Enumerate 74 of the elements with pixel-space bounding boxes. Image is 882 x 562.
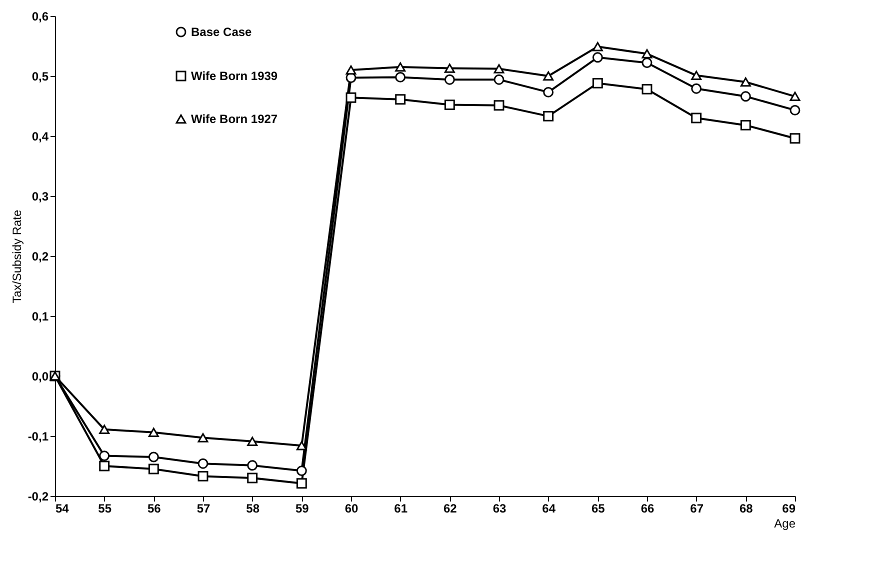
x-tick-label: 59: [295, 502, 310, 516]
y-tick-label: 0,2: [32, 250, 49, 264]
point: [395, 94, 406, 105]
y-tick-label: 0,4: [32, 130, 49, 144]
point: [444, 74, 455, 85]
point: [395, 72, 406, 82]
point: [790, 92, 800, 102]
legend-label: Wife Born 1927: [191, 112, 278, 126]
point: [444, 64, 455, 73]
point: [642, 49, 652, 58]
point: [198, 433, 208, 442]
point: [494, 100, 504, 111]
x-tick-label: 64: [542, 502, 556, 516]
x-tick-label: 66: [640, 502, 654, 516]
point: [148, 452, 159, 462]
point: [740, 120, 751, 130]
point: [543, 86, 554, 98]
y-tick-label: 0,5: [32, 70, 49, 84]
x-axis-title: Age: [774, 516, 796, 530]
x-tick-label: 58: [246, 502, 260, 516]
legend-label: Wife Born 1939: [191, 69, 278, 83]
point: [99, 460, 110, 472]
y-tick-label: -0,2: [28, 490, 49, 504]
point: [99, 424, 110, 434]
point: [543, 71, 554, 81]
point: [790, 104, 800, 116]
x-tick-label: 63: [492, 502, 506, 516]
x-tick-label: 67: [690, 502, 704, 516]
point: [296, 478, 307, 489]
x-tick-label: 65: [591, 502, 606, 516]
point: [543, 110, 554, 122]
point: [346, 65, 356, 75]
point: [444, 100, 455, 110]
x-tick-label: 57: [196, 502, 210, 516]
point: [395, 62, 406, 72]
point: [247, 472, 258, 484]
point: [790, 133, 800, 144]
point: [592, 52, 603, 63]
point: [642, 84, 652, 94]
point: [99, 450, 110, 462]
point: [198, 458, 208, 469]
x-tick-label: 61: [394, 502, 408, 516]
y-tick-label: 0,3: [32, 190, 49, 204]
point: [346, 92, 356, 103]
point: [740, 91, 751, 102]
point: [247, 436, 258, 446]
legend-label: Base Case: [191, 25, 252, 39]
point: [691, 112, 702, 124]
point: [642, 58, 652, 68]
y-axis-title: Tax/Subsidy Rate: [10, 209, 24, 304]
point: [740, 77, 751, 87]
x-tick-label: 68: [739, 502, 754, 516]
point: [494, 74, 504, 85]
x-tick-label: 60: [344, 502, 358, 516]
point: [198, 470, 208, 482]
point: [691, 70, 702, 80]
y-tick-label: 0,6: [32, 10, 49, 24]
point: [247, 460, 258, 471]
y-tick-label: -0,1: [28, 430, 49, 444]
x-tick-label: 56: [147, 502, 162, 516]
point: [148, 428, 159, 438]
point: [296, 440, 307, 450]
point: [592, 78, 603, 88]
point: [592, 42, 603, 52]
y-tick-label: 0,0: [32, 370, 49, 384]
point: [494, 64, 504, 74]
point: [148, 464, 159, 474]
y-tick-label: 0,1: [32, 310, 49, 324]
point: [691, 83, 702, 94]
x-tick-label: 62: [443, 502, 458, 516]
x-tick-label: 69: [782, 502, 796, 516]
x-tick-label: 55: [98, 502, 112, 516]
point: [296, 466, 307, 476]
x-tick-label: 54: [56, 502, 70, 516]
